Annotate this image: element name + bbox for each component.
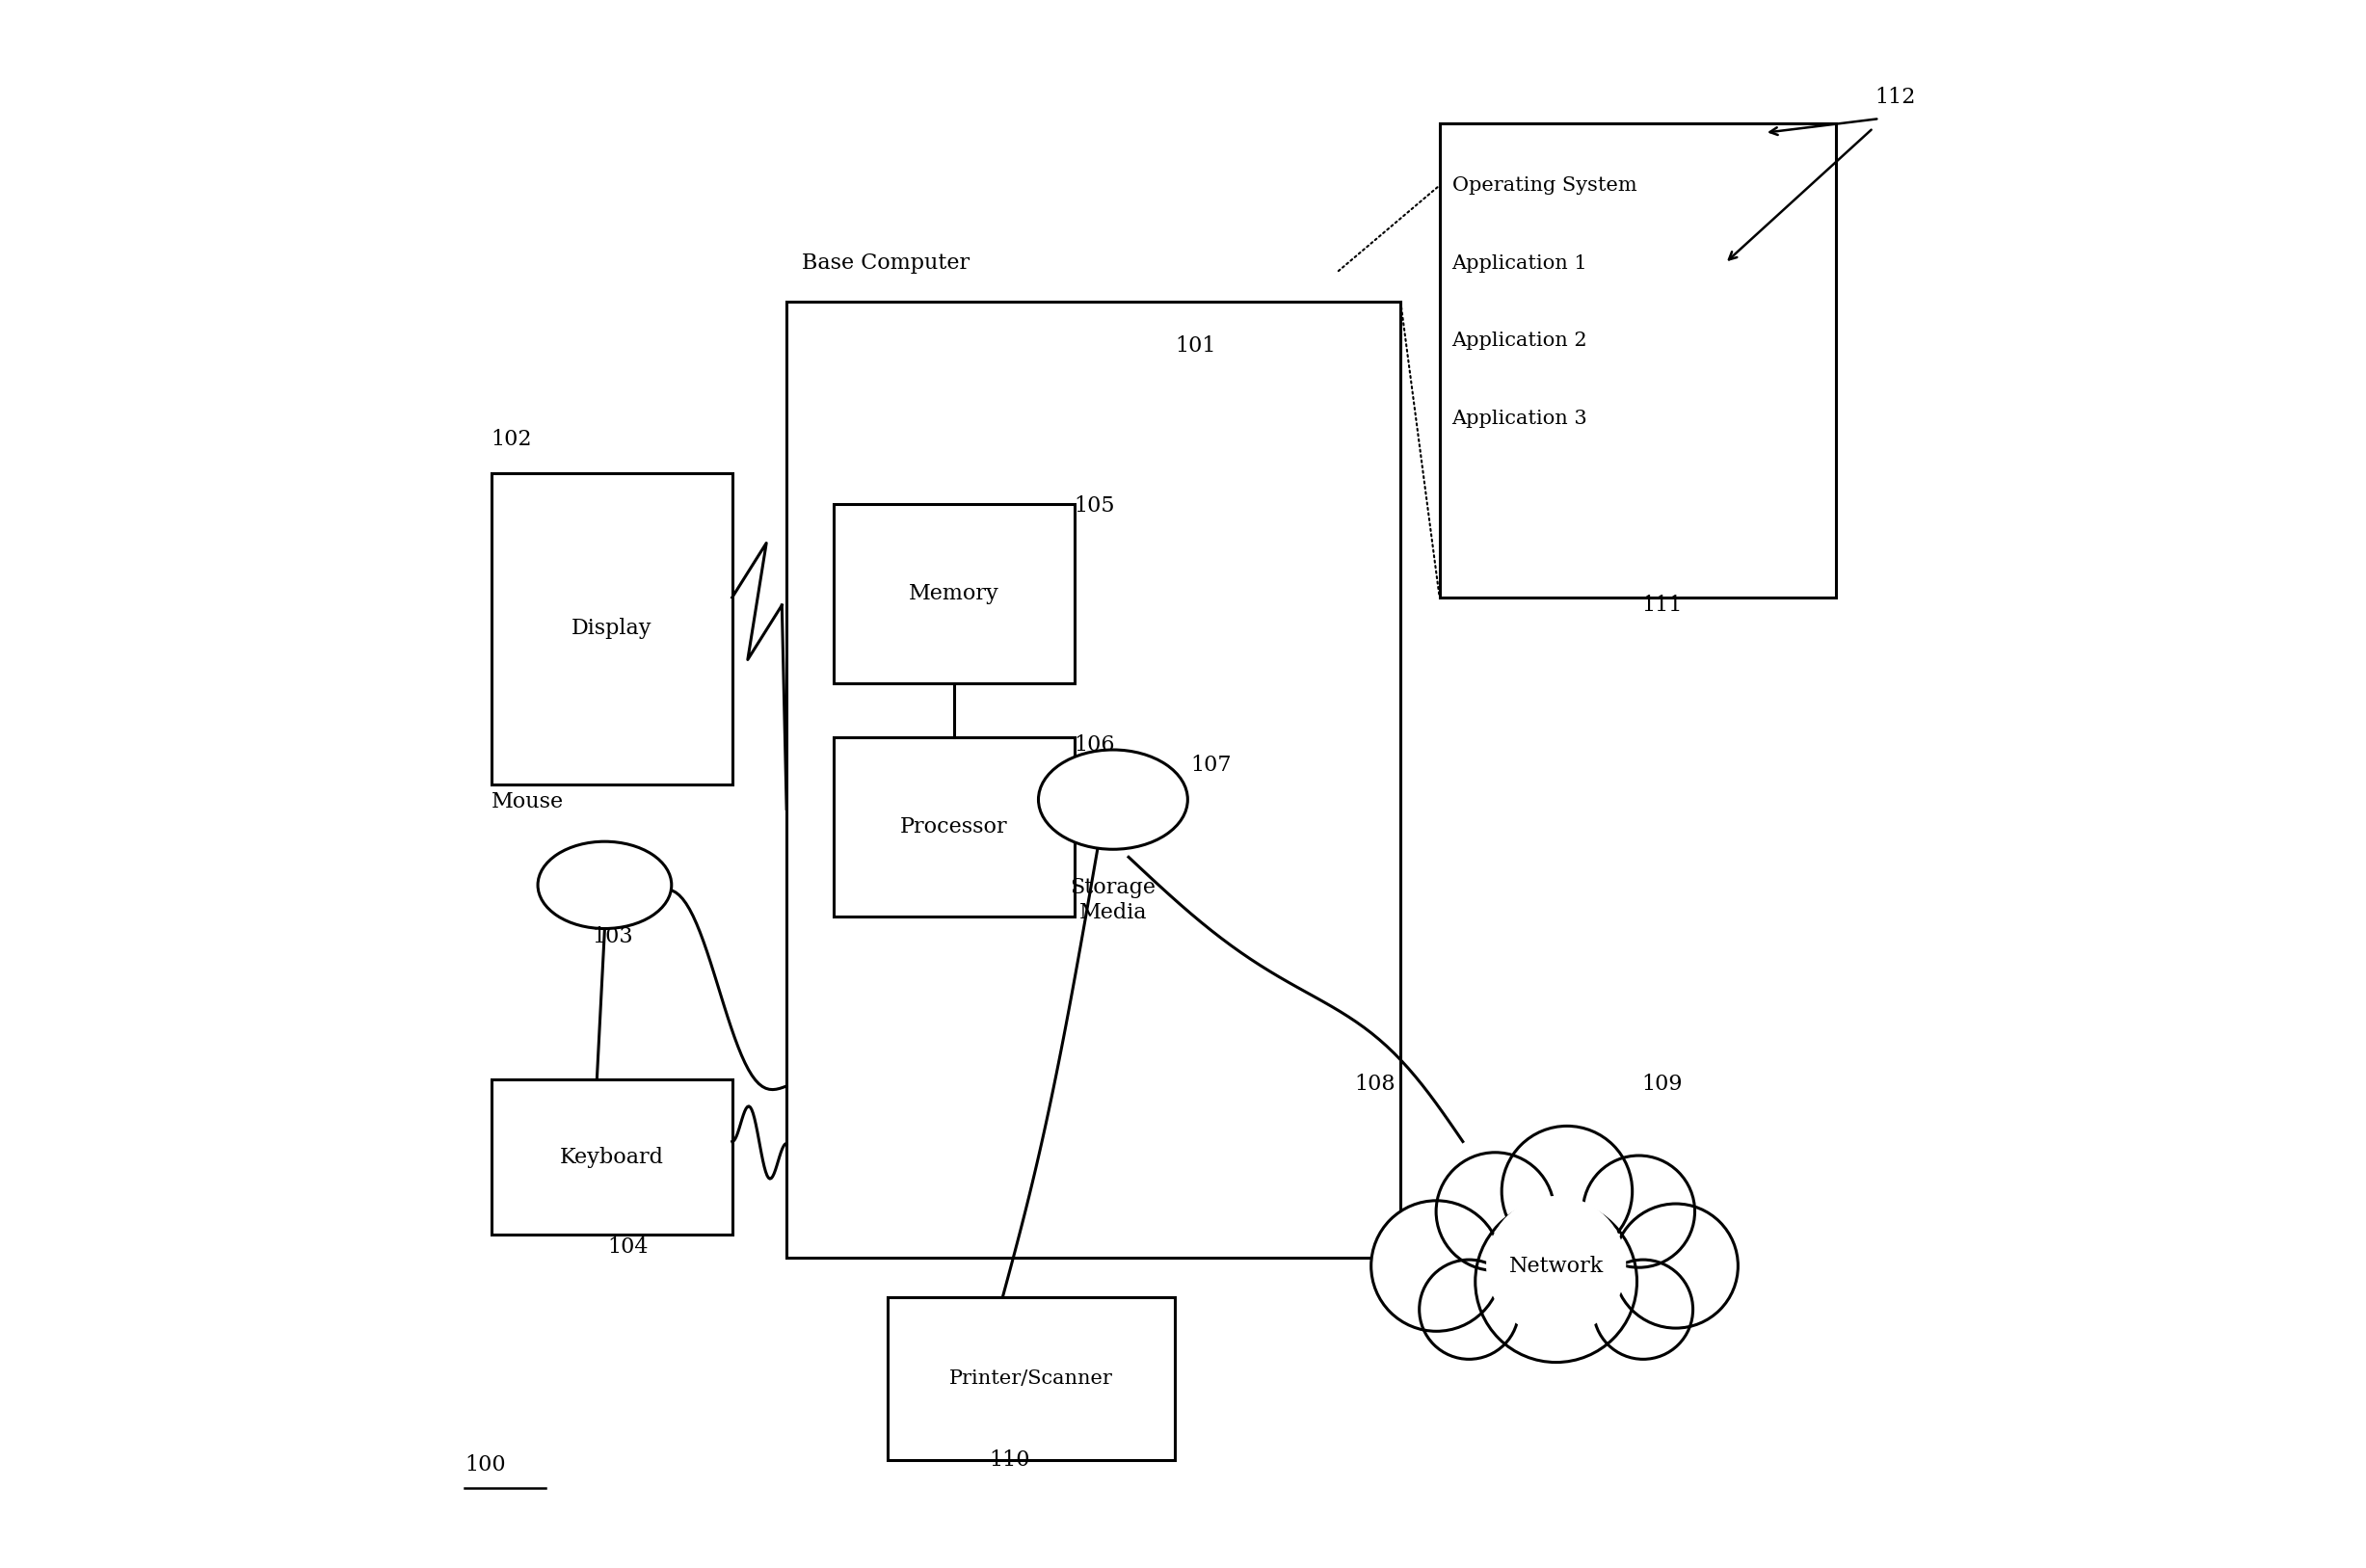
Text: 110: 110	[989, 1450, 1029, 1471]
Text: 107: 107	[1190, 756, 1233, 776]
FancyBboxPatch shape	[887, 1297, 1176, 1460]
Text: 102: 102	[492, 428, 532, 450]
Text: Printer/Scanner: Printer/Scanner	[949, 1369, 1114, 1388]
Text: Mouse: Mouse	[492, 790, 563, 812]
Text: 112: 112	[1874, 86, 1916, 108]
Text: 100: 100	[464, 1455, 506, 1475]
Text: Application 3: Application 3	[1453, 409, 1588, 428]
Circle shape	[1436, 1152, 1554, 1270]
Circle shape	[1476, 1201, 1637, 1363]
Text: 103: 103	[592, 927, 634, 947]
Circle shape	[1372, 1201, 1502, 1331]
Ellipse shape	[537, 842, 672, 928]
Text: 101: 101	[1176, 336, 1216, 356]
FancyBboxPatch shape	[1439, 124, 1836, 597]
FancyBboxPatch shape	[833, 737, 1074, 916]
Circle shape	[1614, 1204, 1739, 1328]
FancyBboxPatch shape	[492, 474, 731, 784]
Text: 104: 104	[608, 1237, 648, 1258]
Circle shape	[1420, 1259, 1519, 1359]
Text: Memory: Memory	[909, 583, 998, 604]
Text: Keyboard: Keyboard	[561, 1146, 665, 1168]
Text: 106: 106	[1074, 735, 1114, 756]
Text: Storage
Media: Storage Media	[1069, 877, 1157, 924]
Text: 111: 111	[1642, 594, 1682, 616]
Text: Application 2: Application 2	[1453, 332, 1588, 350]
Text: Base Computer: Base Computer	[802, 252, 970, 274]
Circle shape	[1583, 1156, 1694, 1267]
FancyBboxPatch shape	[492, 1079, 731, 1236]
Circle shape	[1592, 1259, 1694, 1359]
Text: Display: Display	[573, 618, 653, 640]
Text: 105: 105	[1074, 495, 1114, 516]
FancyBboxPatch shape	[833, 505, 1074, 684]
Circle shape	[1486, 1196, 1625, 1336]
Text: 108: 108	[1353, 1074, 1396, 1094]
Text: 109: 109	[1642, 1074, 1682, 1094]
Text: Operating System: Operating System	[1453, 176, 1637, 194]
Text: Application 1: Application 1	[1453, 254, 1588, 273]
FancyBboxPatch shape	[786, 303, 1401, 1258]
Text: Processor: Processor	[899, 817, 1008, 837]
Text: Network: Network	[1510, 1256, 1604, 1276]
Ellipse shape	[1039, 750, 1188, 850]
Circle shape	[1502, 1126, 1633, 1256]
